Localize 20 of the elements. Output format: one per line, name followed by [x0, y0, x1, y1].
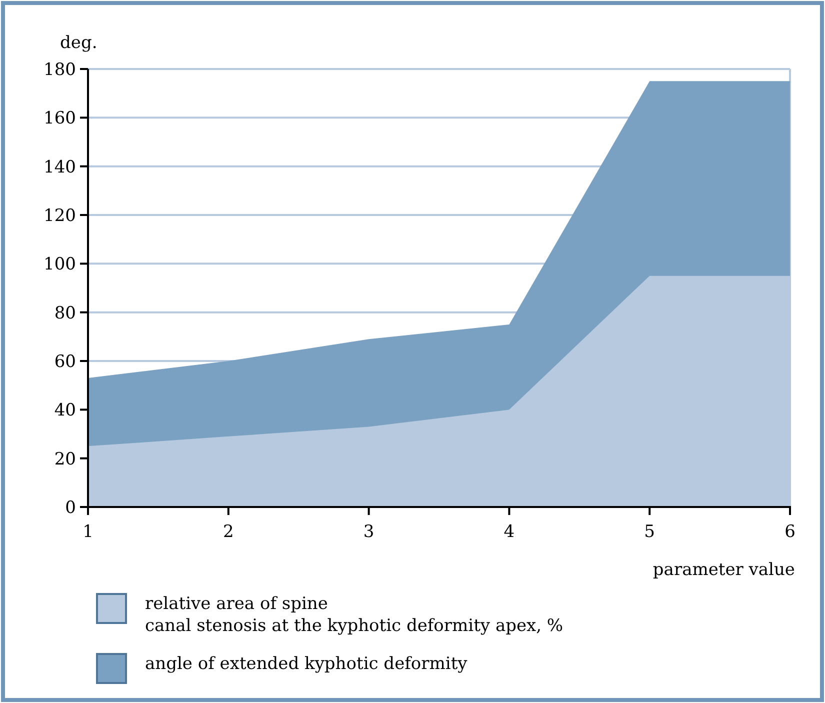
y-tick-label: 0 — [65, 498, 76, 518]
y-tick-label: 20 — [54, 449, 76, 470]
x-tick-label: 5 — [644, 522, 656, 542]
x-tick-label: 6 — [784, 522, 796, 542]
y-tick-label: 140 — [44, 157, 76, 178]
x-tick-label: 2 — [222, 522, 234, 542]
y-tick-label: 60 — [54, 352, 76, 372]
x-axis-title: parameter value — [652, 560, 795, 580]
y-tick-label: 80 — [54, 303, 76, 324]
x-tick-label: 1 — [82, 522, 94, 542]
legend-label: angle of extended kyphotic deformity — [145, 654, 468, 674]
y-tick-label: 100 — [44, 254, 76, 275]
y-tick-label: 40 — [54, 400, 76, 421]
y-tick-label: 120 — [44, 206, 76, 226]
y-tick-label: 180 — [44, 60, 76, 80]
y-tick-label: 160 — [44, 108, 76, 129]
x-tick-label: 3 — [363, 522, 374, 542]
y-axis-title: deg. — [60, 33, 98, 53]
x-tick-label: 4 — [504, 522, 515, 542]
legend-label: relative area of spine canal stenosis at the kyphotic deformity apex, % — [145, 594, 564, 636]
